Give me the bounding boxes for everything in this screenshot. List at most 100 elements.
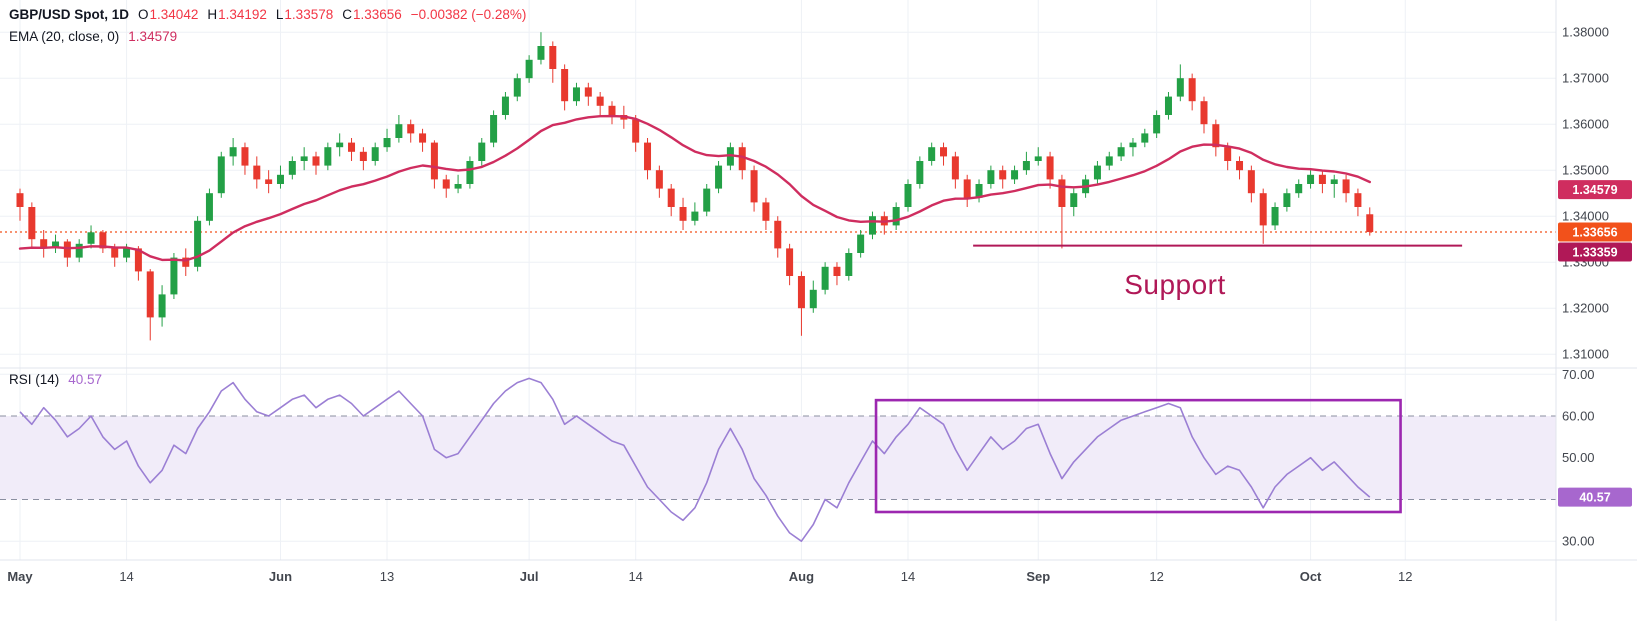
candle[interactable] <box>359 151 367 161</box>
candle[interactable] <box>478 142 486 161</box>
candle[interactable] <box>87 232 95 244</box>
candle[interactable] <box>797 276 805 309</box>
candle[interactable] <box>63 241 71 258</box>
candle[interactable] <box>1342 179 1350 194</box>
candle[interactable] <box>1129 142 1137 148</box>
candle[interactable] <box>572 87 580 102</box>
time-axis[interactable]: May 14 Jun 13 Jul 14 Aug 14 Sep 12 Oct 12 <box>7 569 1412 584</box>
candle[interactable] <box>774 220 782 249</box>
candle[interactable] <box>525 59 533 79</box>
candle[interactable] <box>549 46 557 69</box>
candle[interactable] <box>52 241 60 249</box>
candle[interactable] <box>644 142 652 171</box>
candle[interactable] <box>466 161 474 184</box>
candle[interactable] <box>134 248 142 272</box>
candle[interactable] <box>1295 184 1303 194</box>
candle[interactable] <box>1224 147 1232 161</box>
candle[interactable] <box>1046 156 1054 180</box>
ema-line[interactable] <box>18 114 1371 262</box>
candle[interactable] <box>1176 78 1184 97</box>
candle[interactable] <box>1247 170 1255 194</box>
candle[interactable] <box>904 184 912 207</box>
candle[interactable] <box>217 156 225 194</box>
candle[interactable] <box>738 147 746 171</box>
candle[interactable] <box>892 207 900 226</box>
candle[interactable] <box>809 289 817 309</box>
candle[interactable] <box>845 253 853 276</box>
candle[interactable] <box>821 266 829 290</box>
candle[interactable] <box>111 248 119 258</box>
candle[interactable] <box>951 156 959 180</box>
candle[interactable] <box>99 232 107 249</box>
candle[interactable] <box>762 202 770 221</box>
candle[interactable] <box>1022 161 1030 171</box>
candle[interactable] <box>703 188 711 212</box>
candle[interactable] <box>146 271 154 318</box>
candle[interactable] <box>312 156 320 166</box>
candle[interactable] <box>170 257 178 295</box>
candle[interactable] <box>182 257 190 267</box>
candle[interactable] <box>28 207 36 240</box>
candle[interactable] <box>632 119 640 143</box>
candle[interactable] <box>999 170 1007 180</box>
candle[interactable] <box>916 161 924 184</box>
candle[interactable] <box>833 266 841 276</box>
candle[interactable] <box>1153 115 1161 134</box>
candle[interactable] <box>1271 207 1279 226</box>
candle[interactable] <box>513 78 521 97</box>
candle[interactable] <box>158 294 166 318</box>
candle[interactable] <box>1188 78 1196 102</box>
candle[interactable] <box>229 147 237 157</box>
candle[interactable] <box>1212 124 1220 148</box>
candle[interactable] <box>16 193 24 207</box>
candle[interactable] <box>1259 193 1267 226</box>
candle[interactable] <box>940 147 948 157</box>
candle[interactable] <box>253 165 261 180</box>
candle[interactable] <box>1366 214 1374 233</box>
candle[interactable] <box>786 248 794 276</box>
candle[interactable] <box>75 243 83 258</box>
candle[interactable] <box>750 170 758 203</box>
candle[interactable] <box>1105 156 1113 166</box>
candle[interactable] <box>419 133 427 143</box>
candle[interactable] <box>655 170 663 189</box>
candle[interactable] <box>383 138 391 148</box>
candle[interactable] <box>395 124 403 138</box>
candle[interactable] <box>40 239 48 249</box>
rsi-line[interactable] <box>19 377 1371 543</box>
price-axis[interactable]: 1.380001.370001.360001.350001.340001.330… <box>1558 25 1632 362</box>
candle[interactable] <box>454 184 462 189</box>
candle[interactable] <box>430 142 438 180</box>
symbol-legend[interactable]: GBP/USD Spot, 1D O1.34042 H1.34192 L1.33… <box>9 7 526 22</box>
rsi-highlight-box[interactable] <box>874 398 1402 514</box>
candle[interactable] <box>194 220 202 267</box>
candle[interactable] <box>857 234 865 253</box>
candle[interactable] <box>1236 161 1244 171</box>
candle[interactable] <box>276 174 284 184</box>
candle[interactable] <box>1058 179 1066 207</box>
candle[interactable] <box>1200 101 1208 125</box>
candle[interactable] <box>596 96 604 106</box>
candle[interactable] <box>1330 179 1338 184</box>
candle[interactable] <box>679 207 687 221</box>
candle[interactable] <box>501 96 509 115</box>
candle[interactable] <box>1354 193 1362 207</box>
candle[interactable] <box>1164 96 1172 115</box>
ema-legend[interactable]: EMA (20, close, 0) 1.34579 <box>9 29 177 44</box>
candle[interactable] <box>691 211 699 221</box>
candle[interactable] <box>1093 165 1101 180</box>
candle[interactable] <box>241 147 249 166</box>
candle[interactable] <box>975 184 983 198</box>
candle[interactable] <box>1011 170 1019 180</box>
rsi-axis[interactable]: 70.00 60.00 50.00 30.00 40.57 <box>1558 367 1632 549</box>
candle[interactable] <box>490 115 498 143</box>
candle[interactable] <box>667 188 675 207</box>
candle[interactable] <box>1070 193 1078 207</box>
candle[interactable] <box>407 124 415 134</box>
rsi-legend[interactable]: RSI (14) 40.57 <box>9 372 102 387</box>
candle[interactable] <box>537 46 545 60</box>
candle[interactable] <box>205 193 213 221</box>
candle[interactable] <box>371 147 379 161</box>
candle[interactable] <box>123 248 131 258</box>
